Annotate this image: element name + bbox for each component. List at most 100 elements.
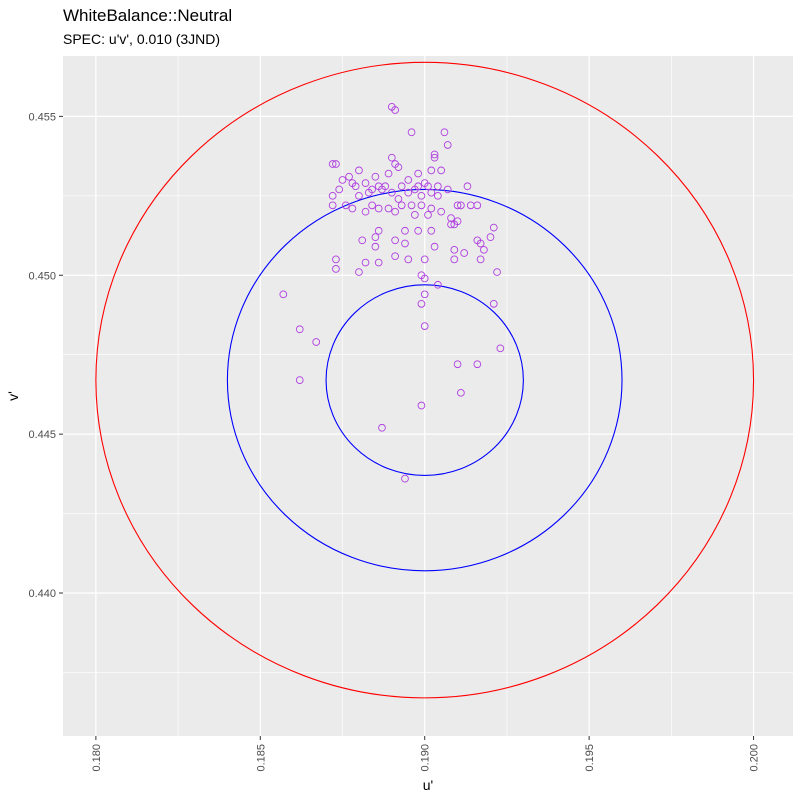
data-point [378,423,386,432]
grid-major [63,56,793,736]
data-point [401,239,409,248]
data-point [420,274,429,283]
data-point [368,201,376,210]
data-point [453,360,462,369]
data-point [358,236,367,245]
data-point [430,242,439,251]
x-axis-label: u' [423,777,433,793]
data-point [341,201,350,210]
data-point [480,245,488,254]
data-point [424,211,432,219]
data-point [420,179,429,187]
data-point [394,195,403,203]
data-point [328,201,337,210]
data-point [493,268,501,276]
data-point [374,204,383,213]
data-point [476,255,485,264]
x-tick-label: 0.200 [749,744,761,772]
data-point [443,141,452,149]
data-point [378,185,386,194]
data-point [437,207,446,216]
data-point [394,163,403,172]
data-point [355,166,363,175]
data-point [427,166,436,175]
data-point [371,172,380,181]
data-point [443,185,452,194]
data-point [427,188,436,197]
data-point [460,249,469,257]
plot-panel [63,56,793,736]
data-point [387,188,396,197]
data-point [414,169,422,178]
data-point [453,217,462,226]
data-point [364,188,373,197]
data-point [384,169,393,178]
data-point [295,376,304,384]
data-point [397,182,406,191]
data-point [361,207,370,216]
data-point [414,226,422,235]
data-point [401,474,409,483]
data-point [338,176,347,184]
data-point [410,185,419,194]
data-point [384,204,393,213]
y-tick-label: 0.455 [28,111,56,123]
data-point [361,258,370,267]
data-point [332,160,340,168]
data-point [312,338,321,346]
x-axis: 0.180 0.185 0.190 0.195 0.200 [91,736,761,772]
grid-minor [63,56,793,736]
data-point [427,204,436,213]
data-point [457,201,465,210]
data-point [450,255,459,264]
spec-circle [95,61,755,699]
data-point [397,201,406,210]
data-point [420,255,429,264]
x-tick-label: 0.190 [420,744,432,772]
data-point [489,300,498,308]
data-point [434,280,442,289]
y-tick-label: 0.440 [28,588,56,600]
data-point [332,265,340,273]
data-point [450,245,459,254]
data-point [351,182,360,191]
data-point [361,179,370,187]
data-point [387,102,396,111]
chart-subtitle: SPEC: u'v', 0.010 (3JND) [63,31,221,47]
data-point [401,226,409,235]
data-point [374,226,383,235]
data-point [420,290,429,299]
y-axis-label: v' [5,391,21,401]
y-tick-label: 0.445 [28,429,56,441]
data-point [417,201,426,210]
data-point [473,360,482,369]
data-point [463,182,472,191]
data-point [476,239,485,248]
x-tick-label: 0.195 [584,744,596,772]
data-point [430,150,439,159]
data-point [417,300,426,308]
data-point [348,204,357,213]
data-point [417,191,426,200]
data-point [420,322,429,330]
data-point [407,201,416,210]
data-point [332,255,340,264]
data-point [371,242,380,251]
chart-title: WhiteBalance::Neutral [63,6,233,25]
data-point [417,401,426,410]
data-point [434,182,442,191]
data-point [387,153,396,162]
data-point [328,160,337,168]
data-point [410,211,419,219]
data-point [407,128,416,137]
data-point [391,207,399,216]
data-point [355,191,363,200]
data-point [404,188,413,197]
data-point [404,176,413,184]
data-point [371,233,380,241]
data-point [391,236,399,245]
spec-circle [325,284,524,476]
data-point [430,153,439,162]
x-tick-label: 0.185 [255,744,267,772]
